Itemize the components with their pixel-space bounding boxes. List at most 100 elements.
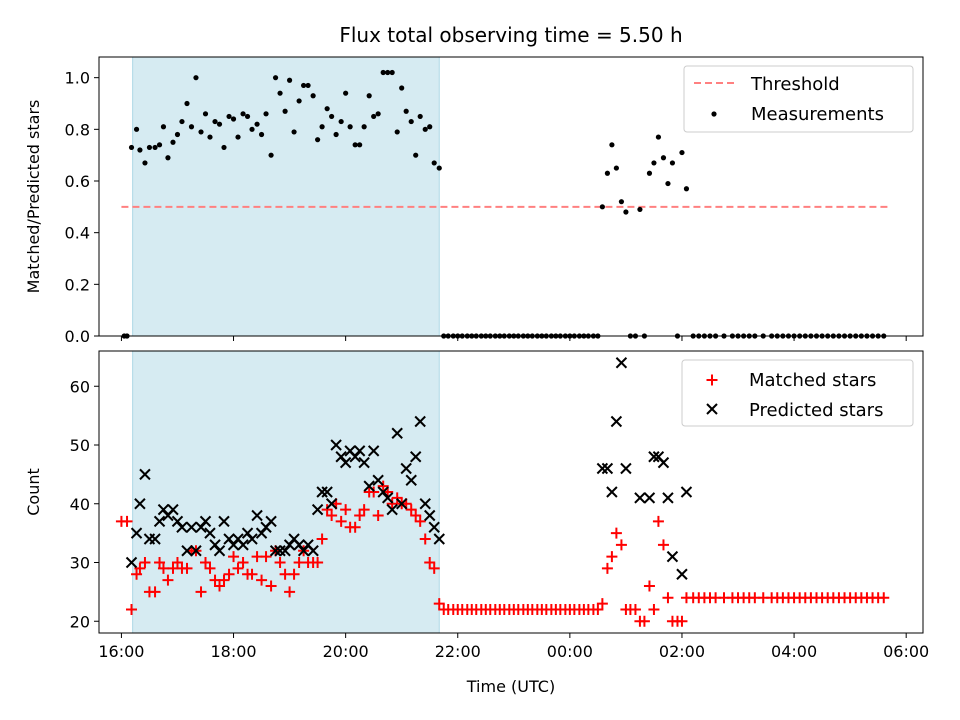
matched-star-point (638, 615, 650, 627)
measurement-point (646, 170, 653, 176)
legend-predicted-marker (706, 403, 718, 415)
cross-stroke (167, 503, 179, 516)
measurement-point (380, 69, 386, 76)
measurement-point (226, 113, 232, 120)
cross-stroke (223, 533, 235, 545)
matched-star-point (662, 592, 674, 604)
cross-stroke (662, 492, 674, 504)
predicted-star-point (190, 545, 202, 557)
matched-star-point (629, 604, 641, 615)
chart-title: Flux total observing time = 5.50 h (339, 23, 682, 47)
predicted-star-point (372, 474, 384, 486)
y-tick-label: 0.6 (65, 172, 90, 191)
measurement-point (286, 77, 293, 83)
measurement-point (193, 75, 199, 81)
measurement-point (156, 142, 163, 148)
matched-star-point (878, 592, 890, 604)
measurement-point (160, 124, 167, 130)
cross-stroke (372, 474, 384, 486)
cross-stroke (171, 515, 184, 528)
measurement-point (258, 131, 265, 138)
cross-stroke (157, 503, 170, 516)
measurement-point (683, 186, 690, 192)
matched-star-point (181, 562, 193, 574)
measurement-point (665, 180, 671, 187)
matched-star-point (326, 510, 338, 521)
predicted-star-point (428, 521, 440, 533)
measurement-point (300, 82, 307, 89)
measurement-point (669, 160, 676, 166)
matched-star-point (592, 604, 604, 615)
predicted-star-point (410, 451, 422, 463)
cross-stroke (330, 439, 342, 451)
cross-stroke (204, 527, 216, 539)
predicted-star-point (381, 492, 394, 504)
measurement-point (366, 93, 372, 99)
predicted-star-point (400, 462, 412, 475)
measurement-point (207, 134, 213, 140)
cross-stroke (274, 545, 286, 557)
measurement-point (133, 126, 140, 132)
matched-star-point (601, 562, 613, 574)
matched-star-point (648, 604, 660, 615)
matched-star-point (372, 510, 384, 521)
matched-star-point (657, 539, 669, 551)
measurement-point (637, 206, 643, 213)
matched-star-point (157, 562, 169, 574)
cross-stroke (363, 480, 375, 492)
matched-star-point (260, 551, 272, 563)
measurement-point (254, 121, 260, 127)
predicted-star-point (134, 498, 146, 510)
observing-window-shade (132, 350, 440, 634)
predicted-star-point (610, 415, 623, 428)
measurement-point (613, 165, 619, 171)
cross-stroke (190, 545, 202, 557)
ratio-legend-box (683, 65, 914, 133)
predicted-star-point (643, 492, 656, 504)
cross-stroke (386, 503, 398, 516)
matched-star-point (274, 557, 286, 568)
cross-stroke (358, 456, 370, 469)
measurement-point (221, 144, 227, 151)
legend-predicted-label: Predicted stars (749, 400, 883, 421)
matched-star-point (349, 521, 361, 533)
cross-stroke (307, 545, 319, 557)
cross-stroke (134, 498, 146, 510)
measurement-point (361, 124, 367, 130)
predicted-star-point (363, 480, 375, 492)
matched-star-point (615, 539, 627, 551)
y-tick-label: 50 (70, 436, 90, 455)
x-tick-label: 16:00 (98, 642, 144, 661)
cross-stroke (652, 451, 665, 463)
cross-stroke (381, 492, 394, 504)
matched-star-point (368, 486, 380, 498)
y-tick-label: 0.4 (65, 224, 90, 243)
matched-star-point (354, 510, 366, 521)
measurement-point (660, 155, 667, 161)
legend-plus (706, 374, 718, 386)
measurement-point (165, 155, 171, 161)
measurement-point (212, 118, 218, 125)
cross-stroke (410, 451, 422, 463)
legend-measurements-marker (711, 111, 717, 117)
y-tick-label: 0.0 (65, 327, 90, 346)
cross-stroke (428, 521, 440, 533)
predicted-star-point (615, 357, 628, 369)
cross-stroke (676, 568, 688, 580)
cross-stroke (251, 509, 263, 522)
measurement-point (235, 134, 241, 140)
predicted-star-point (321, 486, 333, 498)
cross-stroke (666, 550, 679, 563)
measurement-point (152, 144, 158, 151)
predicted-star-point (251, 509, 263, 522)
cross-stroke (391, 427, 403, 439)
matched-star-point (134, 562, 146, 574)
measurement-point (315, 137, 321, 143)
matched-star-point (228, 551, 240, 563)
cross-stroke (419, 498, 431, 510)
measurement-point (399, 85, 405, 91)
predicted-star-point (330, 439, 342, 451)
cross-stroke (596, 462, 609, 475)
measurement-point (184, 100, 190, 107)
cross-stroke (321, 486, 333, 498)
